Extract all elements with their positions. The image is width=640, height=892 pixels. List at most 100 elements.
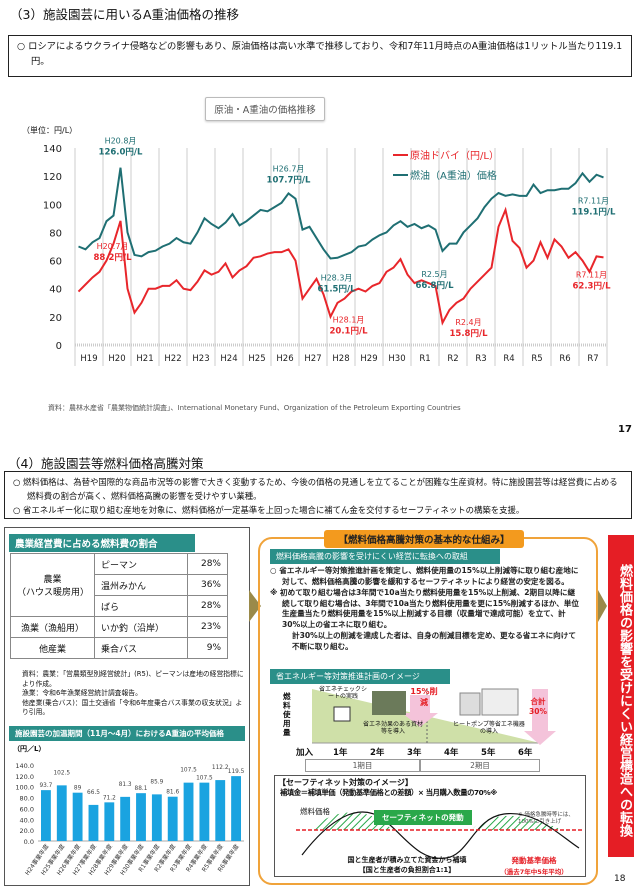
fuel-share-notes: 資料：農業：「営農類型別経営統計」(R5)、ピーマンは産地の経営指標により作成。…	[22, 670, 244, 718]
year-label: 3年	[407, 748, 422, 758]
chart-unit: （単位：円/L）	[22, 126, 78, 135]
item-cell: ピーマン	[94, 553, 188, 575]
page-number-18: 18	[614, 874, 626, 884]
year-label: 1年	[333, 748, 348, 758]
energy-yaxis: 燃料使用量	[283, 692, 291, 737]
item-cell: 乗合バス	[94, 637, 188, 659]
bar-value-label: 71.2	[103, 795, 116, 801]
label-check: 省エネチェックシートの実践	[318, 686, 367, 700]
bar-value-label: 119.5	[228, 769, 245, 775]
scheme-tab: 【燃料価格高騰対策の基本的な仕組み】	[324, 530, 524, 548]
safety-net-formula: 補填金＝補填単価（発動基準価格との差額）× 当月購入数量の70%※	[280, 788, 497, 797]
item-cell: ばら	[94, 595, 188, 617]
y-tick-label: 120.0	[15, 773, 34, 781]
annotation-value: 88.2円/L	[94, 253, 133, 263]
legend-label: 燃油（A重油）価格	[410, 169, 497, 182]
annotation-date: H28.3月	[321, 273, 353, 282]
x-tick-label: H30	[388, 354, 405, 364]
x-tick-label: R4	[503, 354, 514, 364]
x-tick-label: H21	[136, 354, 153, 364]
fund-text: 国と生産者が積み立てた資金から補填	[347, 856, 467, 864]
y-tick-label: 60	[49, 257, 62, 268]
y-tick-label: 20	[49, 313, 62, 324]
year-label: 加入	[296, 748, 314, 758]
bar-chart-title: 施設園芸の加温期間（11月～4月）におけるA重油の平均価格	[9, 726, 245, 741]
annotation-value: 61.5円/L	[318, 284, 357, 294]
note: 漁業：令和6年漁業経営統計調査報告。	[22, 689, 142, 697]
heatpump-image	[459, 692, 481, 716]
year-label: 2年	[370, 748, 385, 758]
y-tick-label: 120	[43, 172, 62, 183]
arrow-right-icon	[598, 590, 607, 622]
fuel-share-title: 農業経営費に占める燃料費の割合	[9, 534, 195, 552]
heatpump-image	[481, 688, 519, 716]
x-tick-label: R3	[475, 354, 486, 364]
bar	[231, 776, 241, 841]
annotation-value: 20.1円/L	[330, 327, 369, 337]
x-tick-label: H24	[220, 354, 237, 364]
pct-cell: 36%	[186, 574, 229, 596]
scheme-p2: ※ 初めて取り組む場合は3年間で10a当たり燃料使用量を15%以上削減、2期目以…	[270, 588, 579, 629]
note: 他産業(乗合バス)：国土交通省「令和6年度乗合バス事業の収支状況」より引用。	[22, 698, 243, 717]
bar-value-label: 88.1	[135, 786, 148, 792]
label-total: 合計30%	[529, 697, 547, 716]
annotation-value: 66.8円/L	[416, 281, 455, 291]
chart-title: 原油・A重油の価格推移	[205, 97, 325, 121]
page-number-17: 17	[618, 424, 632, 435]
bar	[120, 796, 131, 841]
safety-net-box	[274, 775, 586, 877]
annotation-date: R7.11月	[576, 270, 607, 279]
period-1: 1期目	[305, 759, 420, 772]
x-tick-label: R7	[587, 354, 598, 364]
bar	[88, 804, 99, 841]
base-price-label: 発動基準価格 （過去7年中5年平均）	[486, 855, 582, 876]
sector-cell: 農業 （ハウス暖房用）	[10, 553, 95, 617]
y-tick-label: 80	[49, 228, 62, 239]
bar-value-label: 107.5	[180, 768, 197, 774]
series-line-0	[77, 206, 604, 326]
year-axis: 加入 1年 2年 3年 4年 5年 6年	[296, 746, 556, 758]
section3-summary-box: ○ ロシアによるウクライナ侵略などの影響もあり、原油価格は高い水準で推移しており…	[8, 35, 632, 77]
x-tick-label: H29	[360, 354, 377, 364]
label-material: 省エネ効果のある資材等を導入	[362, 721, 423, 735]
fuel-share-table: 農業 （ハウス暖房用） ピーマン 28% 温州みかん 36% ばら 28% 漁業（漁船用…	[10, 553, 229, 659]
annotation-value: 62.3円/L	[573, 281, 612, 291]
period-2: 2期目	[420, 759, 540, 772]
left-panel	[4, 527, 250, 886]
item-cell: いか釣（沿岸）	[94, 616, 188, 638]
bar	[151, 794, 162, 841]
section4-bullet: ○ 燃料価格は、為替や国際的な商品市況等の影響で大きく変動するため、今後の価格の…	[13, 477, 618, 501]
x-tick-label: H27	[304, 354, 321, 364]
annotation-date: R2.5月	[421, 270, 447, 279]
y-tick-label: 0.0	[24, 838, 34, 846]
annotation-value: 119.1円/L	[572, 207, 616, 217]
note: 資料：農業：「営農類型別経営統計」(R5)、ピーマンは産地の経営指標により作成。	[22, 670, 244, 688]
base-price: 発動基準価格	[511, 856, 557, 865]
label-cut15: 15%削減	[410, 687, 438, 707]
bar-chart: 0.020.040.060.080.0100.0120.0140.093.7H2…	[15, 762, 245, 877]
annotation-date: H26.7月	[273, 164, 305, 173]
year-label: 4年	[444, 748, 459, 758]
bar	[104, 802, 115, 841]
annotation-date: H20.8月	[105, 137, 137, 146]
sector-cell: 他産業	[10, 637, 95, 659]
bar-value-label: 81.6	[166, 790, 179, 796]
x-tick-label: R1	[419, 354, 430, 364]
bar-chart-unit: （円／L）	[13, 745, 46, 753]
bar-value-label: 85.9	[150, 779, 163, 785]
bar-value-label: 89	[74, 786, 82, 792]
line-chart: 0 20 40 60 80 100 120 140 H19 H20 H21 H22 H23 H24 H25 H…	[43, 137, 616, 366]
y-tick-label: 140	[43, 144, 62, 155]
safety-net-title: 【セーフティネット対策のイメージ】	[278, 778, 413, 787]
bar	[56, 785, 67, 841]
bar	[167, 796, 178, 841]
bar-value-label: 66.5	[87, 790, 100, 796]
series-line-1	[78, 167, 604, 260]
pct-cell: 23%	[186, 616, 229, 638]
annotation-date: H28.1月	[333, 316, 365, 325]
section3-heading: （3）施設園芸に用いるA重油価格の推移	[10, 7, 240, 22]
section4-heading: （4）施設園芸等燃料価格高騰対策	[8, 456, 204, 471]
greenhouse-image	[372, 691, 406, 715]
x-tick-label: H28	[332, 354, 349, 364]
x-tick-label: H22	[164, 354, 181, 364]
